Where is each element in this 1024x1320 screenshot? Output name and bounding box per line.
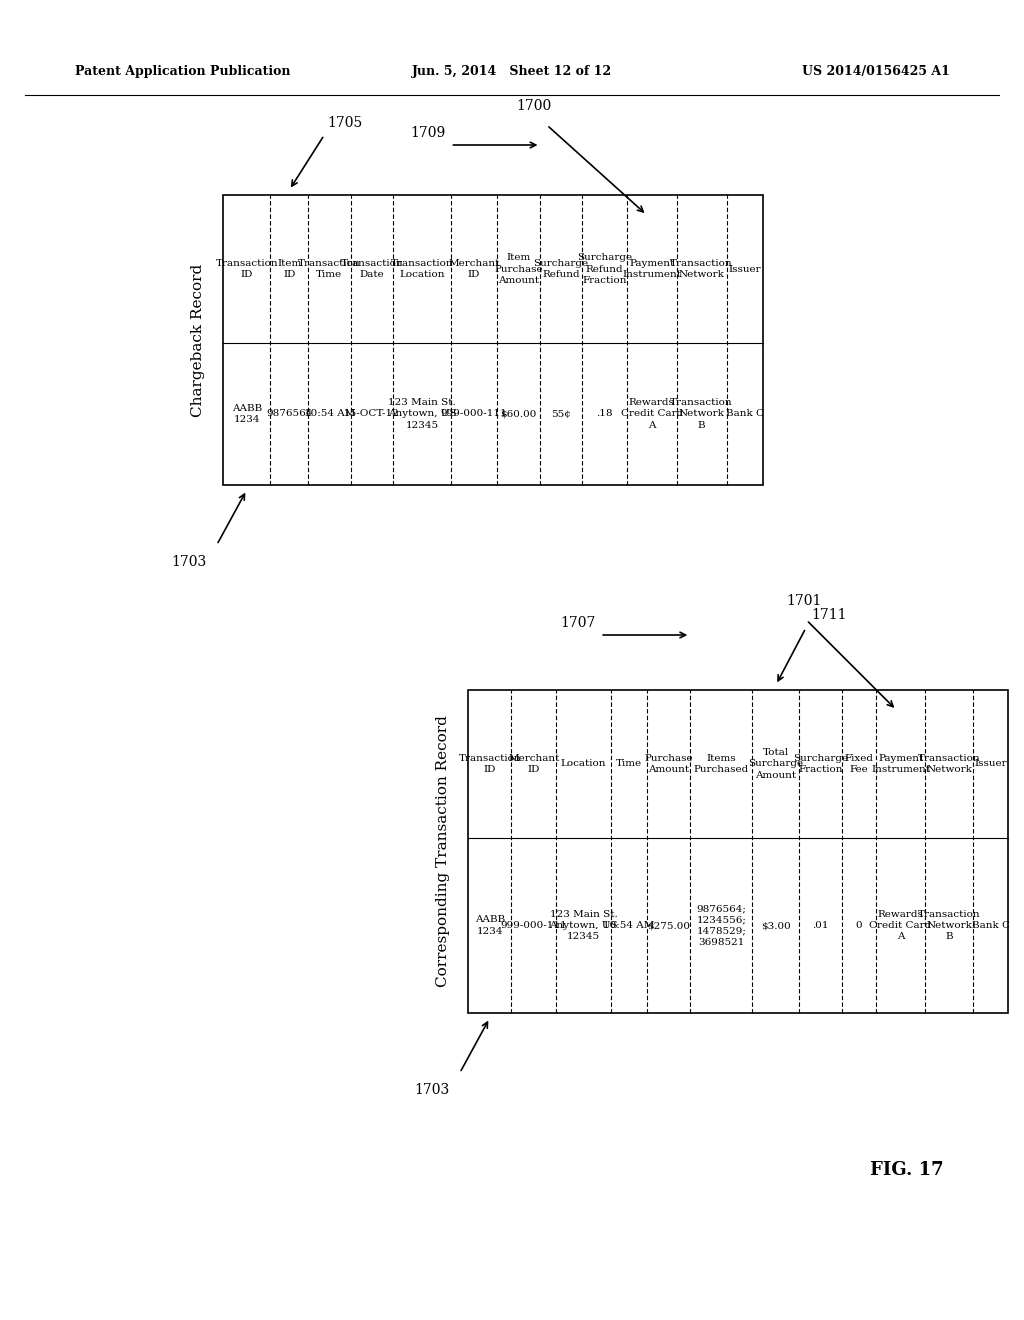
Text: Transaction
Time: Transaction Time	[298, 259, 360, 279]
Text: Jun. 5, 2014   Sheet 12 of 12: Jun. 5, 2014 Sheet 12 of 12	[412, 66, 612, 78]
Text: Patent Application Publication: Patent Application Publication	[75, 66, 291, 78]
Text: Item
ID: Item ID	[278, 259, 301, 279]
Text: AABB
1234: AABB 1234	[474, 916, 505, 936]
Text: 10:54 AM: 10:54 AM	[603, 921, 654, 931]
Text: Bank C: Bank C	[972, 921, 1010, 931]
Text: Transaction
Network
B: Transaction Network B	[671, 399, 733, 429]
Text: US 2014/0156425 A1: US 2014/0156425 A1	[802, 66, 950, 78]
Text: Chargeback Record: Chargeback Record	[191, 264, 205, 417]
Text: 1709: 1709	[411, 125, 445, 140]
Text: $3.00: $3.00	[761, 921, 791, 931]
Text: $60.00: $60.00	[501, 409, 537, 418]
Text: 10:54 AM: 10:54 AM	[304, 409, 355, 418]
Text: Item
Purchase
Amount: Item Purchase Amount	[495, 253, 543, 285]
Text: .18: .18	[596, 409, 612, 418]
Text: 55¢: 55¢	[551, 409, 571, 418]
Bar	[468, 690, 1008, 1012]
Text: Transaction
Location: Transaction Location	[391, 259, 454, 279]
Text: 123 Main St.
Anytown, US
12345: 123 Main St. Anytown, US 12345	[388, 399, 457, 429]
Text: 1711: 1711	[811, 609, 847, 622]
Text: Surcharge
Refund
Fraction: Surcharge Refund Fraction	[577, 253, 632, 285]
Text: Merchant
ID: Merchant ID	[449, 259, 500, 279]
Text: 9876564: 9876564	[266, 409, 312, 418]
Text: .01: .01	[812, 921, 828, 931]
Text: 1705: 1705	[328, 116, 362, 129]
Text: Transaction
ID: Transaction ID	[459, 754, 521, 774]
Text: $275.00: $275.00	[647, 921, 690, 931]
Text: Surcharge
Refund: Surcharge Refund	[534, 259, 589, 279]
Text: 999-000-111: 999-000-111	[501, 921, 567, 931]
Text: Items
Purchased: Items Purchased	[693, 754, 749, 774]
Text: Surcharge
Fraction: Surcharge Fraction	[793, 754, 848, 774]
Text: AABB
1234: AABB 1234	[231, 404, 262, 424]
Text: Bank C: Bank C	[726, 409, 764, 418]
Text: Fixed
Fee: Fixed Fee	[845, 754, 873, 774]
Text: Corresponding Transaction Record: Corresponding Transaction Record	[436, 715, 450, 987]
Text: 123 Main St.
Anytown, US
12345: 123 Main St. Anytown, US 12345	[549, 909, 617, 941]
Text: Rewards
Credit Card
A: Rewards Credit Card A	[621, 399, 683, 429]
Text: 1703: 1703	[415, 1082, 450, 1097]
Text: 999-000-111: 999-000-111	[440, 409, 507, 418]
Text: Rewards
Credit Card
A: Rewards Credit Card A	[869, 909, 932, 941]
Text: Time: Time	[615, 759, 642, 768]
Text: Issuer: Issuer	[728, 264, 761, 273]
Bar	[223, 195, 763, 484]
Text: Transaction
Date: Transaction Date	[341, 259, 403, 279]
Text: 1703: 1703	[171, 554, 207, 569]
Text: Purchase
Amount: Purchase Amount	[644, 754, 693, 774]
Text: 0: 0	[856, 921, 862, 931]
Text: Payment
Instrument: Payment Instrument	[623, 259, 681, 279]
Text: Total
Surcharge
Amount: Total Surcharge Amount	[749, 748, 804, 780]
Text: 1700: 1700	[517, 99, 552, 114]
Text: 15-OCT-12: 15-OCT-12	[344, 409, 399, 418]
Text: Location: Location	[561, 759, 606, 768]
Text: Issuer: Issuer	[974, 759, 1007, 768]
Text: 9876564;
1234556;
1478529;
3698521: 9876564; 1234556; 1478529; 3698521	[696, 904, 746, 946]
Text: 1707: 1707	[560, 616, 595, 630]
Text: Transaction
Network: Transaction Network	[671, 259, 733, 279]
Text: Merchant
ID: Merchant ID	[508, 754, 559, 774]
Text: Payment
Instrument: Payment Instrument	[871, 754, 930, 774]
Text: FIG. 17: FIG. 17	[870, 1162, 944, 1179]
Text: 1701: 1701	[786, 594, 822, 609]
Text: Transaction
Network
B: Transaction Network B	[918, 909, 980, 941]
Text: Transaction
Network: Transaction Network	[918, 754, 980, 774]
Text: Transaction
ID: Transaction ID	[215, 259, 279, 279]
